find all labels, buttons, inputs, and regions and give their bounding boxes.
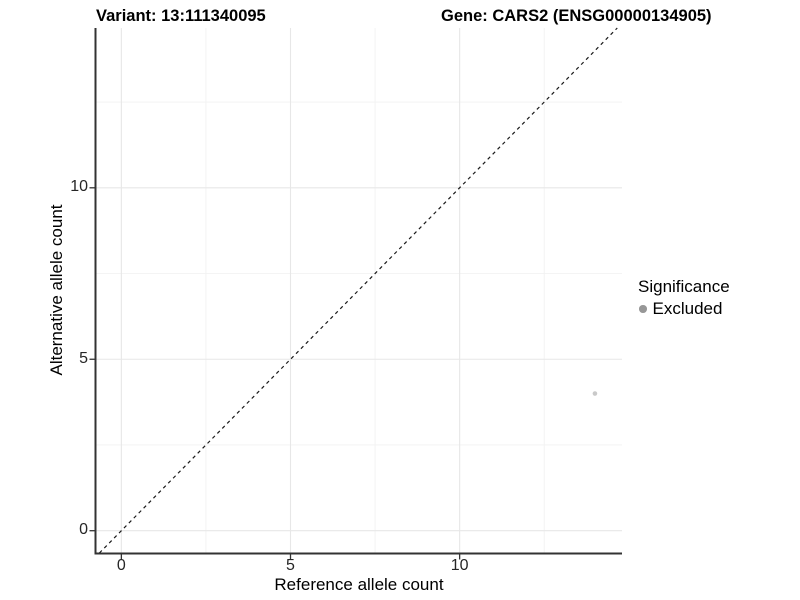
plot-title-variant: Variant: 13:111340095 (96, 7, 266, 25)
y-tick-label: 0 (79, 521, 88, 539)
x-axis-title: Reference allele count (274, 575, 444, 594)
plot-title-gene: Gene: CARS2 (ENSG00000134905) (441, 7, 712, 25)
x-tick-label: 10 (450, 557, 469, 574)
y-tick-label: 5 (79, 349, 88, 367)
identity-reference-line (98, 27, 618, 554)
legend-item-label: Excluded (652, 299, 723, 318)
data-point (592, 391, 598, 396)
y-tick-label: 10 (70, 178, 88, 196)
y-axis-title: Alternative allele count (47, 204, 66, 376)
x-tick-label: 5 (286, 557, 295, 574)
excluded-point-icon (639, 305, 647, 313)
legend-title: Significance (638, 277, 730, 296)
legend-item-excluded: Excluded (639, 299, 730, 319)
x-tick-label: 0 (116, 557, 126, 574)
legend: Significance Excluded (638, 277, 730, 319)
